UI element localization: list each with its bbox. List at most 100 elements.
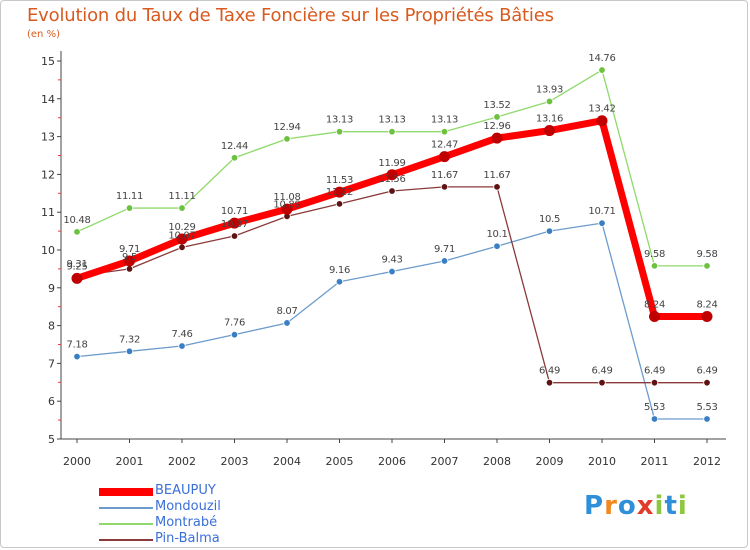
x-tick-label: 2009: [536, 455, 564, 468]
data-point-montrab-: [493, 113, 501, 121]
data-label-mondouzil: 5.53: [696, 402, 717, 413]
data-point-montrab-: [125, 204, 134, 212]
data-point-beaupuy: [229, 217, 240, 229]
data-point-mondouzil: [545, 227, 554, 235]
y-tick-label: 6: [48, 395, 55, 408]
data-label-montrab-: 12.44: [221, 141, 248, 152]
x-tick-label: 2001: [116, 455, 144, 468]
data-label-pin-balma: 10.89: [273, 199, 300, 210]
data-label-mondouzil: 5.53: [644, 402, 665, 413]
data-point-beaupuy: [281, 203, 293, 215]
data-label-pin-balma: 6.49: [644, 366, 665, 377]
data-point-montrab-: [598, 66, 606, 74]
data-label-montrab-: 9.58: [644, 249, 665, 260]
logo-letter: i: [654, 491, 665, 521]
data-point-beaupuy: [71, 272, 83, 284]
data-point-montrab-: [703, 262, 711, 270]
data-point-pin-balma: [230, 232, 239, 240]
data-point-pin-balma: [440, 183, 449, 191]
data-point-pin-balma: [178, 243, 186, 252]
data-label-montrab-: 13.13: [326, 115, 353, 126]
legend-swatch: [99, 539, 153, 541]
y-tick-label: 15: [41, 55, 55, 68]
data-label-montrab-: 13.52: [483, 100, 510, 111]
data-label-mondouzil: 10.1: [486, 229, 507, 240]
x-tick-label: 2000: [63, 455, 91, 468]
data-point-mondouzil: [703, 415, 711, 423]
legend-label: BEAUPUY: [155, 483, 216, 498]
data-point-pin-balma: [388, 187, 396, 195]
y-tick-label: 10: [41, 244, 55, 257]
chart-title: Evolution du Taux de Taxe Foncière sur l…: [27, 5, 554, 26]
y-tick-label: 11: [41, 206, 55, 219]
data-label-beaupuy: 9.71: [119, 244, 140, 255]
data-label-beaupuy: 12.47: [431, 140, 458, 151]
chart-unit-label: (en %): [27, 29, 60, 40]
data-label-mondouzil: 9.71: [434, 244, 455, 255]
data-point-beaupuy: [386, 169, 398, 181]
data-label-pin-balma: 11.56: [378, 174, 405, 185]
data-point-beaupuy: [439, 151, 450, 163]
data-point-mondouzil: [440, 257, 449, 265]
data-label-pin-balma: 6.49: [696, 366, 717, 377]
y-tick-label: 8: [48, 320, 55, 333]
data-point-pin-balma: [703, 378, 711, 387]
y-tick-label: 5: [48, 433, 55, 446]
data-label-montrab-: 10.48: [63, 215, 90, 226]
data-label-mondouzil: 7.32: [119, 334, 140, 345]
data-label-beaupuy: 11.53: [326, 175, 353, 186]
data-label-montrab-: 13.93: [536, 84, 563, 95]
y-tick-label: 12: [41, 168, 55, 181]
logo-letter: x: [636, 491, 655, 521]
data-point-pin-balma: [650, 378, 659, 387]
data-label-mondouzil: 7.46: [171, 329, 192, 340]
data-label-pin-balma: 9.31: [66, 259, 87, 270]
data-point-mondouzil: [230, 330, 239, 339]
data-point-beaupuy: [176, 233, 188, 245]
data-point-pin-balma: [545, 378, 554, 387]
logo-letter: t: [664, 491, 678, 521]
data-label-beaupuy: 13.42: [588, 104, 615, 115]
x-tick-label: 2010: [588, 455, 616, 468]
data-point-pin-balma: [493, 183, 501, 191]
data-point-mondouzil: [650, 415, 659, 423]
data-label-beaupuy: 8.24: [644, 300, 665, 311]
data-point-beaupuy: [544, 125, 555, 137]
data-point-beaupuy: [334, 186, 345, 198]
data-label-beaupuy: 10.29: [168, 222, 195, 233]
logo-letter: r: [604, 491, 618, 521]
data-point-montrab-: [283, 135, 291, 143]
data-point-pin-balma: [335, 200, 344, 208]
data-point-beaupuy: [701, 311, 713, 323]
data-point-mondouzil: [493, 242, 501, 250]
x-tick-label: 2003: [221, 455, 249, 468]
y-tick-label: 14: [41, 93, 55, 106]
data-point-montrab-: [178, 204, 186, 212]
data-label-mondouzil: 9.43: [381, 255, 402, 266]
x-tick-label: 2011: [641, 455, 669, 468]
data-point-beaupuy: [596, 115, 608, 127]
data-point-montrab-: [650, 262, 659, 270]
x-tick-label: 2004: [273, 455, 301, 468]
data-point-mondouzil: [178, 342, 186, 350]
data-label-mondouzil: 7.76: [224, 318, 245, 329]
data-point-mondouzil: [388, 267, 396, 276]
data-label-beaupuy: 12.96: [483, 121, 510, 132]
data-label-beaupuy: 10.71: [221, 206, 248, 217]
y-tick-label: 7: [48, 357, 55, 370]
legend-swatch: [99, 523, 153, 525]
data-point-montrab-: [440, 127, 449, 136]
data-label-pin-balma: 11.67: [431, 170, 458, 181]
series-line-mondouzil: [76, 222, 708, 420]
data-label-mondouzil: 10.5: [539, 214, 560, 225]
data-label-pin-balma: 10.37: [221, 219, 248, 230]
data-point-montrab-: [230, 154, 239, 162]
data-point-montrab-: [545, 97, 554, 106]
x-tick-label: 2006: [378, 455, 406, 468]
data-label-montrab-: 11.11: [168, 191, 195, 202]
data-point-pin-balma: [125, 265, 134, 273]
data-point-mondouzil: [125, 347, 134, 356]
data-label-pin-balma: 11.22: [326, 187, 353, 198]
